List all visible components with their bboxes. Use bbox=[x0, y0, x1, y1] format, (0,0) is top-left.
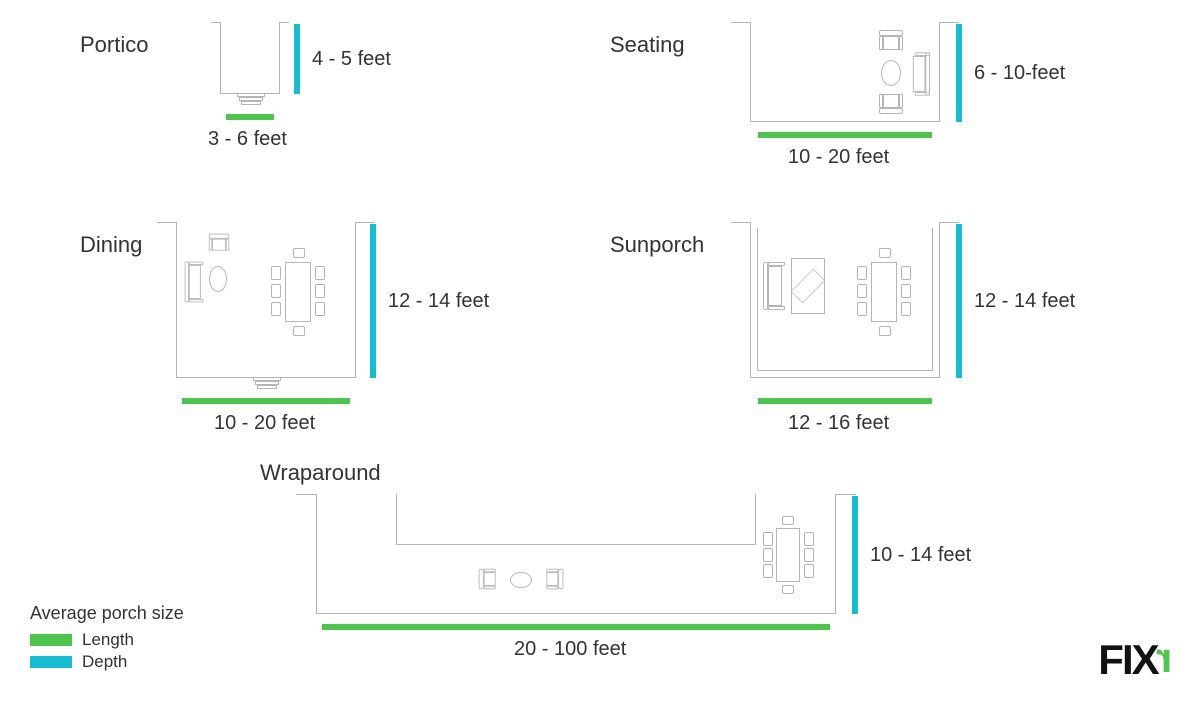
chair-icon bbox=[857, 284, 867, 298]
chair-icon bbox=[804, 532, 814, 546]
chair-icon bbox=[782, 516, 794, 525]
armchair-icon bbox=[479, 569, 498, 589]
armchair-icon bbox=[879, 92, 903, 114]
depth-label-portico: 4 - 5 feet bbox=[312, 48, 391, 71]
chair-icon bbox=[763, 564, 773, 578]
chair-icon bbox=[315, 266, 325, 280]
title-wraparound: Wraparound bbox=[260, 460, 381, 486]
depth-bar-wraparound bbox=[852, 496, 858, 614]
chair-icon bbox=[879, 326, 891, 336]
chair-icon bbox=[857, 302, 867, 316]
coffee-table-icon bbox=[209, 266, 227, 292]
sofa-icon bbox=[185, 262, 204, 303]
depth-label-wraparound: 10 - 14 feet bbox=[870, 544, 971, 567]
panel-sunporch: Sunporch 12 - 14 feet 12 - 16 feet bbox=[610, 222, 1130, 432]
chair-icon bbox=[293, 248, 305, 258]
panel-wraparound: Wraparound 10 - 14 feet 20 - 100 feet bbox=[260, 460, 1060, 670]
legend-title: Average porch size bbox=[30, 603, 184, 624]
logo-text-main: FIX bbox=[1098, 636, 1157, 683]
swatch-depth bbox=[30, 656, 72, 668]
depth-bar-dining bbox=[370, 224, 376, 378]
chair-icon bbox=[315, 302, 325, 316]
armchair-icon bbox=[209, 234, 229, 253]
chair-icon bbox=[804, 564, 814, 578]
length-label-dining: 10 - 20 feet bbox=[214, 412, 315, 435]
chair-icon bbox=[857, 266, 867, 280]
sofa-icon bbox=[910, 52, 930, 95]
sofa-icon bbox=[763, 262, 785, 310]
legend-label-length: Length bbox=[82, 630, 134, 650]
plan-wraparound bbox=[316, 494, 836, 614]
plan-dining bbox=[176, 222, 356, 378]
depth-label-sunporch: 12 - 14 feet bbox=[974, 290, 1075, 313]
chair-icon bbox=[901, 284, 911, 298]
chair-icon bbox=[763, 548, 773, 562]
depth-label-seating: 6 - 10-feet bbox=[974, 62, 1065, 85]
length-bar-portico bbox=[226, 114, 274, 120]
coffee-table-icon bbox=[881, 60, 901, 86]
length-bar-seating bbox=[758, 132, 932, 138]
dining-table-icon bbox=[776, 528, 800, 582]
steps-icon bbox=[237, 93, 265, 105]
title-portico: Portico bbox=[80, 32, 148, 58]
chair-icon bbox=[293, 326, 305, 336]
chair-icon bbox=[271, 266, 281, 280]
depth-bar-sunporch bbox=[956, 224, 962, 378]
chair-icon bbox=[315, 284, 325, 298]
legend-row-length: Length bbox=[30, 630, 184, 650]
legend-label-depth: Depth bbox=[82, 652, 127, 672]
title-seating: Seating bbox=[610, 32, 685, 58]
panel-dining: Dining 12 - 14 feet 10 - 20 feet bbox=[80, 222, 580, 432]
swatch-length bbox=[30, 634, 72, 646]
armchair-icon bbox=[545, 569, 564, 589]
depth-bar-seating bbox=[956, 24, 962, 122]
length-bar-dining bbox=[182, 398, 350, 404]
title-dining: Dining bbox=[80, 232, 142, 258]
chair-icon bbox=[271, 302, 281, 316]
chair-icon bbox=[901, 266, 911, 280]
depth-label-dining: 12 - 14 feet bbox=[388, 290, 489, 313]
coffee-table-icon bbox=[510, 572, 532, 588]
panel-seating: Seating 6 - 10-feet 10 - 20 feet bbox=[610, 22, 1130, 182]
title-sunporch: Sunporch bbox=[610, 232, 704, 258]
chair-icon bbox=[763, 532, 773, 546]
armchair-icon bbox=[879, 30, 903, 52]
length-bar-sunporch bbox=[758, 398, 932, 404]
length-label-sunporch: 12 - 16 feet bbox=[788, 412, 889, 435]
length-label-wraparound: 20 - 100 feet bbox=[514, 638, 626, 661]
length-label-portico: 3 - 6 feet bbox=[208, 128, 287, 151]
logo-text-accent: r bbox=[1158, 634, 1172, 682]
chair-icon bbox=[901, 302, 911, 316]
dining-table-icon bbox=[871, 262, 897, 322]
length-bar-wraparound bbox=[322, 624, 830, 630]
length-label-seating: 10 - 20 feet bbox=[788, 146, 889, 169]
chair-icon bbox=[804, 548, 814, 562]
legend-row-depth: Depth bbox=[30, 652, 184, 672]
plan-portico bbox=[220, 22, 280, 94]
rug-icon bbox=[791, 258, 825, 314]
chair-icon bbox=[271, 284, 281, 298]
logo: FIXr bbox=[1098, 636, 1172, 684]
steps-icon bbox=[253, 377, 281, 389]
plan-sunporch bbox=[750, 222, 940, 378]
legend: Average porch size Length Depth bbox=[30, 603, 184, 672]
panel-portico: Portico 4 - 5 feet 3 - 6 feet bbox=[80, 22, 480, 162]
plan-seating bbox=[750, 22, 940, 122]
chair-icon bbox=[782, 585, 794, 594]
depth-bar-portico bbox=[294, 24, 300, 94]
chair-icon bbox=[879, 248, 891, 258]
dining-table-icon bbox=[285, 262, 311, 322]
